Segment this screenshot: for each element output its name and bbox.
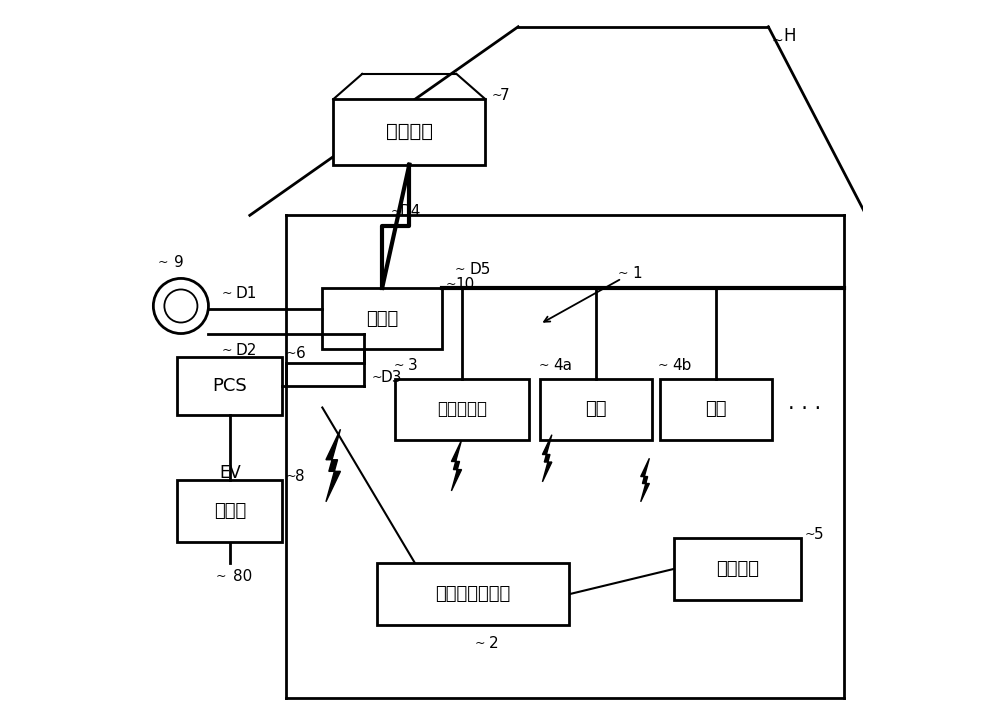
Text: D4: D4 bbox=[400, 204, 421, 219]
Text: ~: ~ bbox=[475, 637, 485, 649]
Text: 4a: 4a bbox=[553, 358, 572, 373]
Polygon shape bbox=[542, 435, 552, 482]
Bar bbox=[395, 379, 529, 440]
Text: ~: ~ bbox=[805, 528, 815, 541]
Text: ~: ~ bbox=[221, 287, 232, 300]
Text: 10: 10 bbox=[455, 277, 474, 292]
Text: EV: EV bbox=[219, 464, 241, 482]
Text: PCS: PCS bbox=[212, 377, 247, 395]
Polygon shape bbox=[641, 459, 649, 502]
Text: 9: 9 bbox=[174, 255, 183, 270]
Text: ~: ~ bbox=[455, 264, 465, 276]
Text: ~: ~ bbox=[618, 267, 629, 280]
Text: 设备: 设备 bbox=[585, 400, 607, 419]
Text: 电力传感器: 电力传感器 bbox=[437, 400, 487, 419]
Text: ~: ~ bbox=[538, 359, 549, 372]
Text: · · ·: · · · bbox=[788, 399, 821, 419]
Text: 蓄电池: 蓄电池 bbox=[214, 502, 246, 520]
Text: ~: ~ bbox=[771, 33, 783, 47]
Text: 6: 6 bbox=[295, 346, 305, 360]
Text: 5: 5 bbox=[814, 527, 824, 542]
Bar bbox=[333, 99, 485, 165]
Text: D5: D5 bbox=[470, 262, 491, 277]
Text: H: H bbox=[784, 27, 796, 45]
Bar bbox=[540, 379, 652, 440]
Text: 1: 1 bbox=[632, 266, 642, 281]
Bar bbox=[377, 563, 569, 625]
Text: D3: D3 bbox=[380, 370, 402, 385]
Text: ~: ~ bbox=[216, 570, 226, 583]
Text: ~: ~ bbox=[446, 277, 456, 290]
Text: ~: ~ bbox=[491, 89, 502, 102]
Text: 8: 8 bbox=[295, 469, 305, 484]
Bar bbox=[322, 288, 442, 349]
Bar bbox=[660, 379, 772, 440]
Text: D1: D1 bbox=[235, 286, 257, 301]
Text: ~: ~ bbox=[391, 205, 401, 218]
Text: ~: ~ bbox=[286, 470, 297, 483]
Text: ~: ~ bbox=[371, 371, 382, 384]
Text: 3: 3 bbox=[408, 358, 418, 373]
Text: 发电系统: 发电系统 bbox=[386, 122, 433, 141]
Text: ~: ~ bbox=[221, 344, 232, 357]
Text: D2: D2 bbox=[235, 343, 257, 357]
Text: ~: ~ bbox=[158, 256, 168, 269]
Text: ~: ~ bbox=[286, 347, 297, 360]
Text: ~: ~ bbox=[393, 359, 404, 372]
Text: 能量管理控制器: 能量管理控制器 bbox=[435, 585, 510, 604]
Polygon shape bbox=[326, 430, 340, 502]
Text: ~: ~ bbox=[658, 359, 668, 372]
Bar bbox=[674, 538, 801, 600]
Text: 7: 7 bbox=[500, 88, 510, 103]
Text: 终端装置: 终端装置 bbox=[716, 560, 759, 578]
Polygon shape bbox=[451, 440, 462, 491]
Text: 80: 80 bbox=[233, 569, 253, 584]
Text: 2: 2 bbox=[489, 636, 498, 651]
Text: 4b: 4b bbox=[673, 358, 692, 373]
Text: 配电板: 配电板 bbox=[366, 309, 398, 328]
Bar bbox=[177, 480, 282, 542]
Bar bbox=[177, 357, 282, 415]
Text: 设备: 设备 bbox=[705, 400, 727, 419]
